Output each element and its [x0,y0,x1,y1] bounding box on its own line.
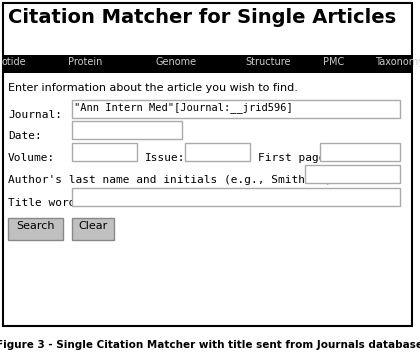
Text: Search: Search [16,221,55,231]
Bar [8,218,63,240]
Text: "Ann Intern Med"[Journal:__jrid596]: "Ann Intern Med"[Journal:__jrid596] [74,102,293,113]
Text: Taxonomy: Taxonomy [375,57,420,67]
Bar [320,143,400,161]
Text: Citation Matcher for Single Articles: Citation Matcher for Single Articles [8,8,396,27]
Text: Date:: Date: [8,131,42,141]
Bar [72,188,400,206]
Bar [72,143,137,161]
Bar [3,3,412,326]
Text: Journal:: Journal: [8,110,62,120]
Text: Protein: Protein [68,57,102,67]
Bar [185,143,250,161]
Bar [72,218,114,240]
Text: Title words:: Title words: [8,198,89,208]
Bar [72,121,182,139]
Bar [72,100,400,118]
Text: Figure 3 - Single Citation Matcher with title sent from Journals database: Figure 3 - Single Citation Matcher with … [0,340,420,350]
Text: Enter information about the article you wish to find.: Enter information about the article you … [8,83,298,93]
Text: PMC: PMC [323,57,344,67]
Text: Issue:: Issue: [145,153,186,163]
Text: Clear: Clear [79,221,108,231]
Text: First page:: First page: [258,153,332,163]
Bar [305,165,400,183]
Text: otide: otide [2,57,26,67]
Bar [3,55,412,73]
Text: Structure: Structure [245,57,291,67]
Text: Author's last name and initials (e.g., Smith BJ): Author's last name and initials (e.g., S… [8,175,332,185]
Text: Volume:: Volume: [8,153,55,163]
Text: Genome: Genome [155,57,196,67]
